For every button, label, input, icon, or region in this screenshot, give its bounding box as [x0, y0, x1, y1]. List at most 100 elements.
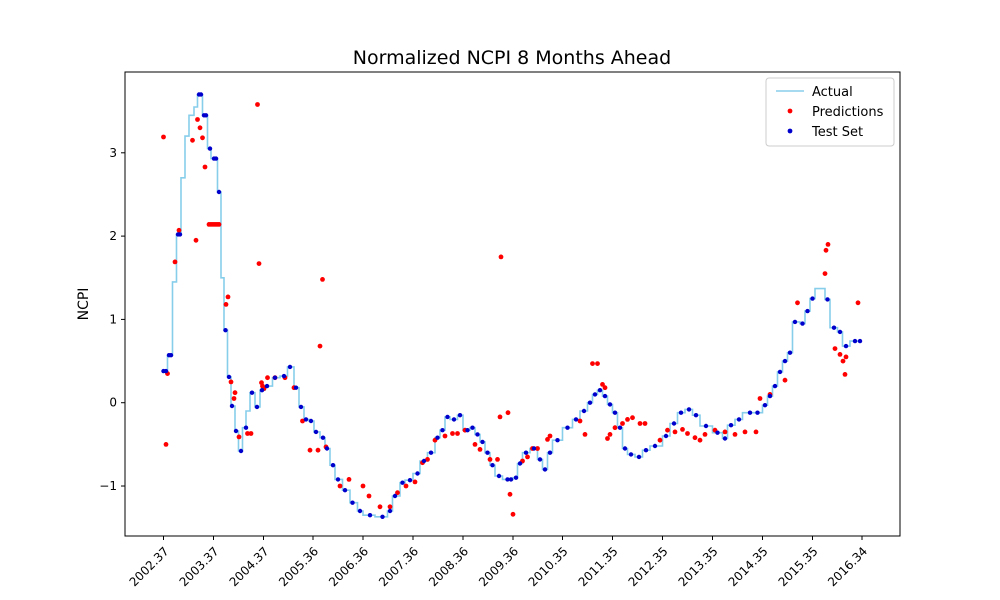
test-set-point — [831, 325, 837, 330]
prediction-point — [605, 436, 610, 441]
prediction-point — [672, 429, 678, 435]
test-set-point — [198, 92, 204, 97]
test-set-point — [435, 435, 440, 440]
test-set-point — [517, 461, 523, 466]
test-set-point — [643, 448, 649, 453]
test-set-point — [465, 428, 470, 433]
prediction-point — [450, 431, 455, 436]
x-tick-label: 2011.35 — [576, 544, 621, 589]
test-set-point — [259, 388, 265, 393]
test-set-point — [320, 435, 326, 440]
test-set-point — [272, 375, 278, 380]
prediction-point — [228, 379, 234, 385]
test-set-point — [475, 432, 480, 437]
test-set-point — [767, 393, 773, 399]
actual-line — [163, 93, 862, 518]
test-set-point — [207, 146, 213, 151]
test-set-point — [264, 383, 270, 389]
prediction-point — [507, 491, 513, 497]
prediction-point — [602, 385, 608, 391]
prediction-point — [256, 261, 262, 266]
prediction-point — [195, 117, 200, 122]
prediction-point — [197, 125, 203, 131]
prediction-point — [317, 343, 323, 349]
prediction-point — [477, 447, 483, 452]
test-set-point — [238, 448, 244, 454]
prediction-point — [505, 410, 511, 416]
prediction-point — [216, 222, 222, 227]
y-tick-label: 0 — [109, 396, 117, 410]
test-set-point — [762, 403, 768, 408]
prediction-point — [472, 442, 478, 447]
prediction-point — [498, 254, 504, 260]
test-set-point — [671, 421, 677, 426]
prediction-point — [732, 432, 738, 437]
prediction-point — [190, 137, 195, 143]
test-set-point — [496, 473, 502, 479]
prediction-point — [225, 294, 231, 300]
test-set-point — [663, 433, 669, 439]
legend-box — [765, 77, 895, 147]
test-set-point — [400, 480, 405, 485]
test-set-point — [843, 343, 849, 349]
y-axis-label: NCPI — [76, 288, 92, 321]
prediction-point — [702, 432, 708, 437]
prediction-point — [245, 431, 250, 436]
test-set-point — [445, 414, 450, 420]
test-set-point — [755, 410, 760, 415]
prediction-point — [525, 454, 530, 460]
legend-entry-actual: Actual — [812, 85, 853, 100]
legend-swatch-test-set — [787, 128, 793, 134]
test-set-point — [607, 402, 613, 407]
prediction-point — [595, 361, 600, 366]
prediction-point — [607, 432, 613, 437]
prediction-point — [176, 227, 182, 233]
prediction-point — [442, 433, 448, 439]
test-set-point — [587, 400, 593, 405]
x-tick-label: 2014.35 — [726, 544, 771, 589]
test-set-point — [805, 308, 810, 314]
prediction-point — [497, 414, 503, 420]
prediction-point — [842, 372, 848, 377]
prediction-point — [248, 431, 254, 436]
y-tick-label: −1 — [99, 479, 117, 493]
prediction-point — [757, 396, 763, 401]
prediction-point — [307, 447, 313, 453]
legend: Actual Predictions Test Set — [765, 77, 895, 147]
prediction-point — [395, 490, 400, 496]
x-tick-label: 2016.34 — [825, 544, 870, 589]
x-tick-label: 2012.35 — [626, 544, 671, 589]
prediction-point — [161, 134, 166, 140]
test-set-point — [293, 385, 299, 390]
test-set-point — [324, 446, 330, 451]
prediction-point — [200, 135, 205, 141]
test-set-point — [857, 338, 863, 344]
test-set-point — [782, 358, 788, 364]
prediction-point — [825, 242, 831, 247]
x-tick-label: 2008.36 — [426, 544, 471, 589]
test-set-point — [254, 404, 260, 410]
prediction-point — [855, 300, 861, 306]
test-set-point — [407, 478, 413, 483]
prediction-point — [403, 483, 409, 489]
prediction-point — [823, 247, 829, 253]
prediction-point — [697, 437, 703, 443]
prediction-point — [172, 259, 178, 265]
prediction-point — [642, 421, 648, 426]
prediction-point — [685, 431, 690, 436]
test-set-point — [617, 425, 623, 430]
test-set-point — [233, 428, 239, 434]
test-set-point — [555, 438, 560, 443]
prediction-point — [722, 429, 728, 435]
prediction-point — [202, 164, 208, 170]
test-set-point — [728, 423, 734, 428]
test-set-point — [330, 463, 336, 468]
test-set-point — [223, 328, 228, 333]
prediction-point — [495, 457, 500, 462]
prediction-point — [840, 358, 846, 364]
test-set-point — [387, 508, 393, 514]
legend-swatch-predictions — [787, 108, 793, 114]
prediction-point — [360, 483, 366, 489]
test-set-point — [508, 477, 514, 482]
test-set-point — [800, 321, 805, 326]
